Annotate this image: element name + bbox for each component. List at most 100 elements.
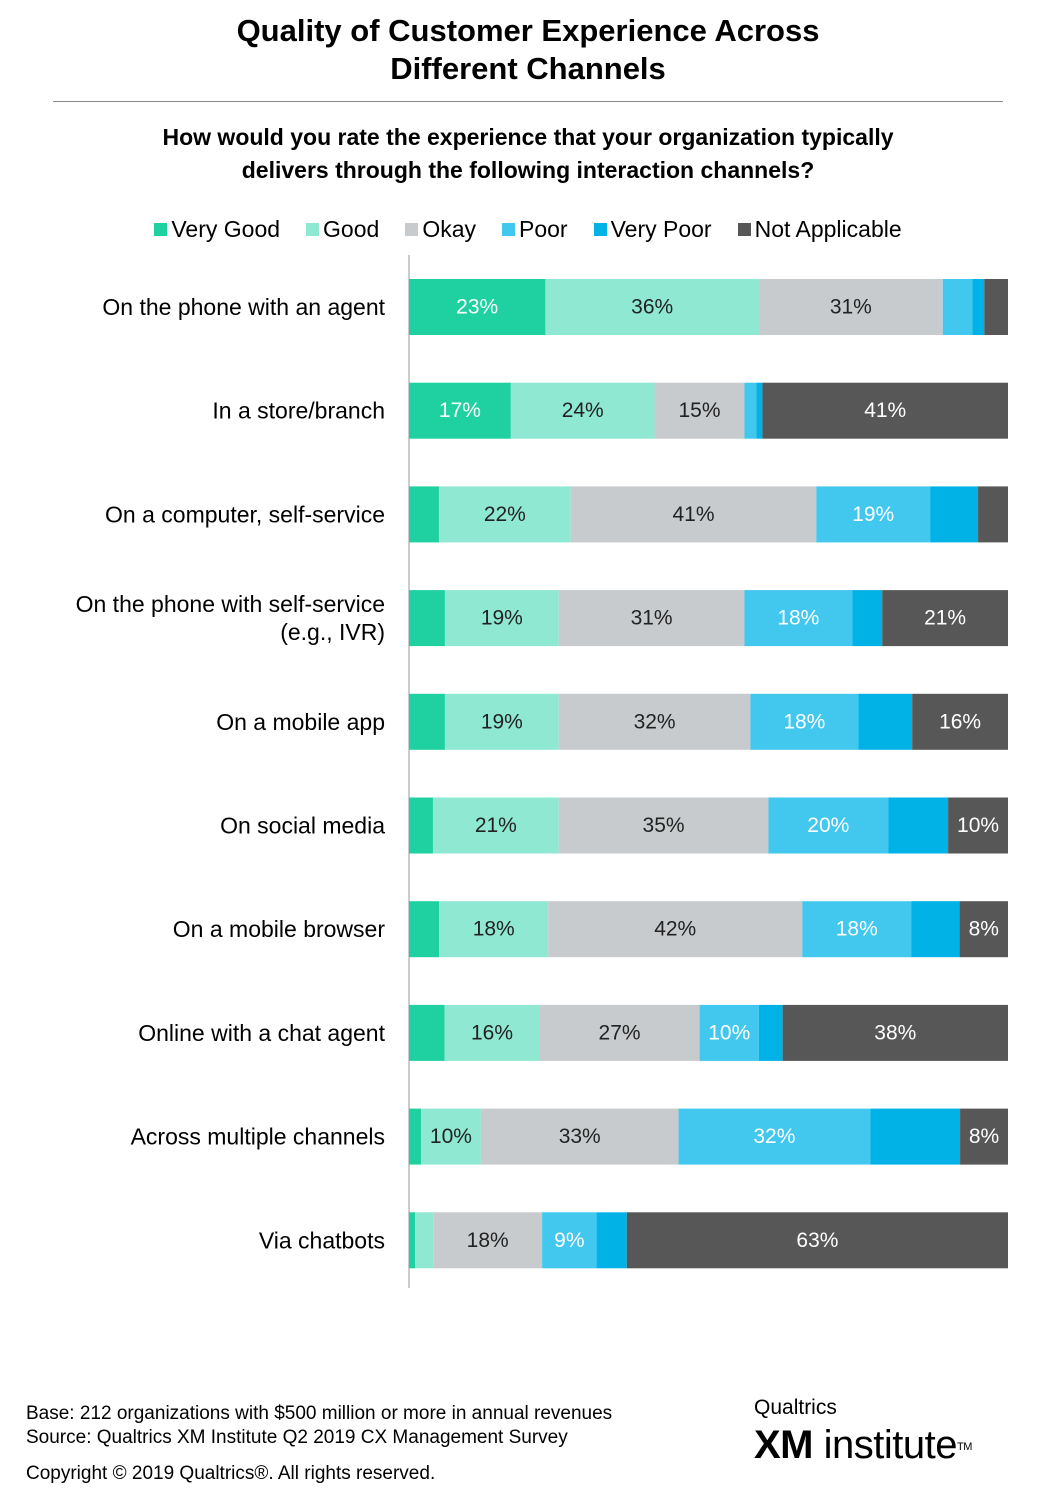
bar-segment-across-multiple-channels-very-poor	[870, 1108, 961, 1165]
data-label-on-a-mobile-browser-not-applicable: 8%	[969, 918, 999, 941]
data-label-online-with-a-chat-agent-not-applicable: 38%	[874, 1021, 916, 1044]
data-label-online-with-a-chat-agent-okay: 27%	[599, 1021, 641, 1044]
bar-segment-on-the-phone-with-self-service-e-g-ivr-poor	[744, 590, 853, 647]
category-label-online-with-a-chat-agent: Online with a chat agent	[138, 1020, 385, 1046]
category-label-via-chatbots: Via chatbots	[259, 1227, 385, 1253]
chart-title-line-2: Different Channels	[390, 51, 666, 86]
bar-segment-on-a-mobile-app-good	[444, 693, 559, 750]
category-label-on-the-phone-with-an-agent: On the phone with an agent	[102, 294, 385, 320]
bar-segment-on-a-computer-self-service-poor	[816, 486, 931, 543]
data-label-on-the-phone-with-an-agent-good: 36%	[631, 296, 673, 319]
bar-segment-on-a-mobile-app-very-poor	[858, 693, 913, 750]
bar-segment-on-social-media-good	[432, 797, 559, 854]
bar-segment-via-chatbots-not-applicable	[626, 1212, 1008, 1269]
bar-segment-on-the-phone-with-self-service-e-g-ivr-not-applicable	[882, 590, 1008, 647]
bar-segment-on-a-mobile-browser-very-good	[409, 901, 440, 958]
bar-segment-across-multiple-channels-good	[420, 1108, 481, 1165]
bar-row-on-the-phone-with-self-service-e-g-ivr: On the phone with self-service(e.g., IVR…	[76, 590, 1008, 647]
category-label-on-the-phone-with-self-service-e-g-ivr-line-2: (e.g., IVR)	[280, 619, 385, 645]
bar-segment-on-a-mobile-browser-okay	[548, 901, 803, 958]
data-label-in-a-store-branch-very-good: 17%	[439, 399, 481, 422]
chart-title-line-1: Quality of Customer Experience Across	[236, 13, 820, 48]
legend-swatch-very-good	[154, 222, 168, 236]
bar-segment-on-a-mobile-app-not-applicable	[912, 693, 1008, 750]
bar-segment-via-chatbots-very-good	[409, 1212, 416, 1269]
brand-logo-institute: institute	[823, 1423, 958, 1467]
bar-segment-in-a-store-branch-poor	[744, 382, 757, 439]
bar-segment-on-a-mobile-app-poor	[750, 693, 859, 750]
bar-segment-on-a-mobile-browser-good	[439, 901, 549, 958]
bar-segment-via-chatbots-good	[415, 1212, 434, 1269]
bar-segment-on-the-phone-with-self-service-e-g-ivr-good	[444, 590, 559, 647]
data-label-on-a-computer-self-service-poor: 19%	[852, 503, 894, 526]
legend-item-very-poor: Very Poor	[593, 215, 712, 243]
bar-segment-online-with-a-chat-agent-poor	[699, 1004, 759, 1061]
survey-question-line-1: How would you rate the experience that y…	[162, 124, 894, 150]
legend-swatch-good	[306, 222, 320, 236]
data-label-across-multiple-channels-okay: 33%	[559, 1125, 601, 1148]
bar-segment-across-multiple-channels-not-applicable	[960, 1108, 1008, 1165]
bar-row-in-a-store-branch: In a store/branch 17% 24% 15% 41%	[212, 382, 1008, 439]
bar-row-via-chatbots: Via chatbots 18% 9% 63%	[259, 1212, 1008, 1269]
bar-segment-across-multiple-channels-very-good	[409, 1108, 421, 1165]
legend-label-okay: Okay	[422, 215, 476, 242]
legend-swatch-very-poor	[593, 222, 607, 236]
data-label-via-chatbots-okay: 18%	[467, 1229, 509, 1252]
data-label-on-a-mobile-app-poor: 18%	[783, 710, 825, 733]
data-label-via-chatbots-poor: 9%	[554, 1229, 584, 1252]
title-divider	[53, 101, 1003, 102]
bar-segment-on-a-computer-self-service-very-poor	[930, 486, 979, 543]
data-label-on-social-media-good: 21%	[475, 814, 517, 837]
data-label-on-the-phone-with-self-service-e-g-ivr-poor: 18%	[777, 607, 819, 630]
legend-label-very-poor: Very Poor	[610, 215, 712, 242]
data-label-on-a-mobile-app-not-applicable: 16%	[939, 710, 981, 733]
bar-segment-via-chatbots-very-poor	[596, 1212, 627, 1269]
category-label-on-social-media: On social media	[220, 813, 385, 839]
bar-segment-online-with-a-chat-agent-okay	[539, 1004, 700, 1061]
bar-segment-on-social-media-not-applicable	[948, 797, 1008, 854]
bar-segment-online-with-a-chat-agent-good	[444, 1004, 540, 1061]
brand-logo-xm: XM	[754, 1423, 814, 1467]
legend-item-not-applicable: Not Applicable	[737, 216, 902, 243]
bar-segment-on-a-mobile-browser-very-poor	[911, 901, 960, 958]
legend-label-good: Good	[323, 215, 380, 242]
bar-row-online-with-a-chat-agent: Online with a chat agent 16% 27% 10% 38%	[138, 1004, 1008, 1061]
bar-segment-via-chatbots-poor	[542, 1212, 597, 1269]
bar-row-on-a-computer-self-service: On a computer, self-service 22% 41% 19%	[105, 486, 1008, 543]
bar-segment-on-social-media-poor	[768, 797, 889, 854]
bar-row-on-social-media: On social media 21% 35% 20% 10%	[220, 797, 1008, 854]
data-label-on-a-computer-self-service-okay: 41%	[673, 503, 715, 526]
data-label-online-with-a-chat-agent-poor: 10%	[708, 1021, 750, 1044]
bar-segment-online-with-a-chat-agent-not-applicable	[782, 1004, 1008, 1061]
brand-logo-trademark: TM	[956, 1441, 972, 1453]
bar-segment-on-the-phone-with-an-agent-good	[545, 279, 759, 335]
data-label-via-chatbots-not-applicable: 63%	[796, 1229, 838, 1252]
legend-item-poor: Poor	[502, 216, 568, 243]
data-label-on-the-phone-with-an-agent-very-good: 23%	[456, 296, 498, 319]
bar-row-on-a-mobile-app: On a mobile app 19% 32% 18% 16%	[216, 693, 1008, 750]
legend-swatch-okay	[405, 222, 419, 236]
bar-row-on-the-phone-with-an-agent: On the phone with an agent 23% 36% 31%	[102, 279, 1008, 335]
data-label-on-social-media-okay: 35%	[643, 814, 685, 837]
data-label-on-the-phone-with-self-service-e-g-ivr-okay: 31%	[631, 607, 673, 630]
data-label-on-a-mobile-browser-good: 18%	[473, 918, 515, 941]
category-label-on-a-mobile-app: On a mobile app	[216, 709, 385, 735]
data-label-in-a-store-branch-good: 24%	[562, 399, 604, 422]
data-label-across-multiple-channels-good: 10%	[430, 1125, 472, 1148]
data-label-on-a-mobile-app-good: 19%	[481, 710, 523, 733]
data-label-across-multiple-channels-poor: 32%	[753, 1125, 795, 1148]
legend-item-good: Good	[306, 216, 379, 243]
legend-swatch-poor	[502, 222, 515, 236]
footer-source-note: Source: Qualtrics XM Institute Q2 2019 C…	[26, 1427, 568, 1448]
bar-segment-on-the-phone-with-an-agent-very-good	[409, 279, 546, 335]
bar-segment-online-with-a-chat-agent-very-poor	[758, 1004, 783, 1061]
bar-segment-on-a-mobile-app-very-good	[409, 693, 445, 750]
bar-segment-on-the-phone-with-self-service-e-g-ivr-very-poor	[852, 590, 883, 647]
bar-segment-on-the-phone-with-an-agent-not-applicable	[984, 279, 1008, 335]
data-label-on-the-phone-with-self-service-e-g-ivr-not-applicable: 21%	[924, 607, 966, 630]
category-label-on-a-mobile-browser: On a mobile browser	[173, 916, 386, 942]
data-label-on-the-phone-with-self-service-e-g-ivr-good: 19%	[481, 607, 523, 630]
footer-copyright: Copyright © 2019 Qualtrics®. All rights …	[26, 1463, 436, 1484]
bar-segment-on-the-phone-with-an-agent-okay	[758, 279, 943, 335]
bar-segment-on-social-media-okay	[558, 797, 769, 854]
